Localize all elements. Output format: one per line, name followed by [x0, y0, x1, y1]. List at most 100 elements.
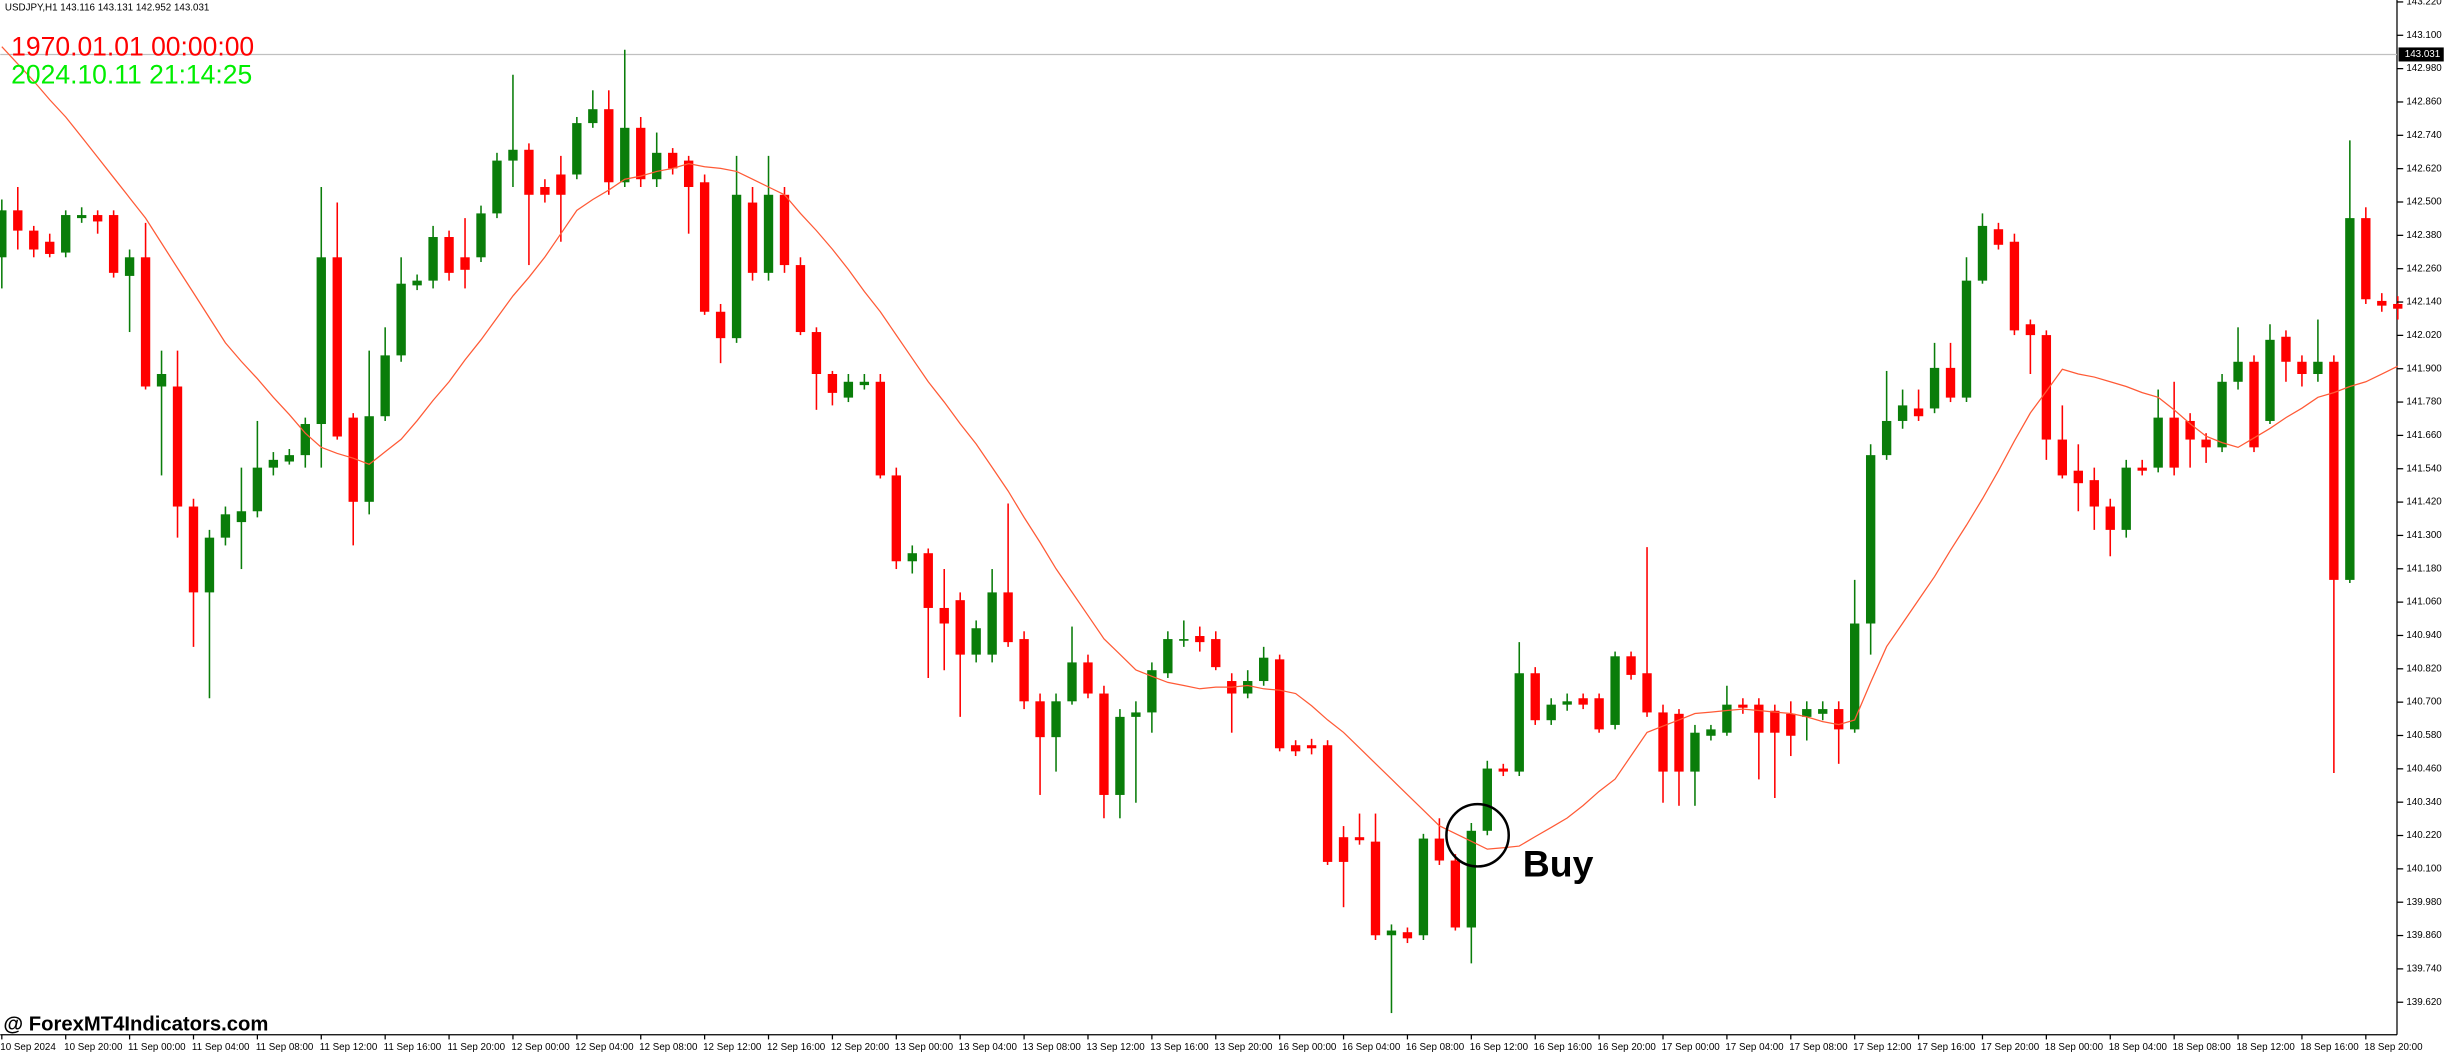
- y-tick-label: 140.820: [2406, 663, 2442, 674]
- candle-body: [2217, 381, 2227, 448]
- candle-body: [731, 194, 742, 339]
- y-tick-label: 140.100: [2406, 863, 2442, 874]
- y-tick-label: 142.260: [2406, 263, 2442, 274]
- x-tick-label: 11 Sep 16:00: [384, 1042, 442, 1053]
- candle-body: [45, 241, 55, 254]
- candle-body: [300, 424, 310, 456]
- candle-body: [236, 511, 247, 523]
- candle-body: [13, 210, 23, 231]
- candle-body: [1179, 639, 1189, 641]
- y-tick-label: 140.940: [2406, 630, 2442, 641]
- candle-body: [1626, 656, 1636, 675]
- candle-body: [188, 506, 199, 593]
- x-tick-label: 12 Sep 16:00: [767, 1042, 826, 1053]
- candle-body: [604, 109, 614, 183]
- y-tick-label: 141.660: [2406, 430, 2442, 441]
- candle-body: [396, 283, 406, 356]
- candle-body: [827, 373, 838, 393]
- x-tick-label: 17 Sep 16:00: [1917, 1042, 1976, 1053]
- candle-body: [1306, 745, 1317, 749]
- y-tick-label: 142.980: [2406, 63, 2442, 74]
- plot: [0, 46, 2403, 1014]
- candle-body: [1945, 367, 1956, 398]
- y-tick-label: 141.300: [2406, 530, 2442, 541]
- candle-body: [1770, 710, 1780, 733]
- candle-body: [811, 332, 822, 374]
- candle-body: [348, 417, 358, 502]
- candle-body: [1578, 698, 1588, 705]
- server-time: 1970.01.01 00:00:00: [11, 31, 254, 61]
- candle-body: [524, 149, 534, 195]
- candle-body: [1722, 704, 1732, 733]
- x-tick-label: 18 Sep 08:00: [2173, 1042, 2232, 1053]
- candle-body: [252, 467, 263, 512]
- candle-body: [1786, 713, 1796, 736]
- candle-body: [1019, 639, 1029, 702]
- x-tick-label: 11 Sep 20:00: [448, 1042, 506, 1053]
- x-tick-label: 10 Sep 2024: [0, 1042, 56, 1053]
- candle-body: [1259, 657, 1269, 682]
- candle-body: [124, 257, 135, 276]
- y-tick-label: 140.220: [2406, 830, 2442, 841]
- y-tick-label: 142.740: [2406, 130, 2442, 141]
- y-tick-label: 143.220: [2406, 0, 2442, 8]
- y-tick-label: 139.620: [2406, 997, 2442, 1008]
- candle-body: [2233, 361, 2243, 382]
- candle-body: [1658, 712, 1668, 772]
- x-tick-label: 18 Sep 12:00: [2236, 1042, 2295, 1053]
- candle-body: [1338, 837, 1349, 862]
- candle-body: [380, 355, 390, 417]
- x-tick-label: 16 Sep 16:00: [1534, 1042, 1593, 1053]
- candle-body: [2361, 218, 2371, 300]
- candle-body: [683, 160, 694, 187]
- x-tick-label: 17 Sep 08:00: [1789, 1042, 1848, 1053]
- y-tick-label: 141.060: [2406, 597, 2442, 608]
- candle-body: [2313, 361, 2323, 374]
- candle-body: [1243, 681, 1253, 694]
- candle-body: [268, 459, 279, 468]
- candle-body: [2105, 506, 2115, 530]
- candle-body: [108, 215, 119, 273]
- candle-body: [1147, 670, 1157, 713]
- candle-body: [763, 194, 774, 273]
- candle-body: [923, 553, 933, 608]
- y-tick-label: 140.580: [2406, 730, 2442, 741]
- candle-body: [61, 215, 71, 253]
- candle-body: [747, 202, 758, 273]
- candle-body: [1929, 367, 1940, 409]
- candle-body: [1674, 713, 1684, 772]
- candle-body: [859, 381, 870, 386]
- candle-body: [428, 237, 438, 281]
- candle-body: [1642, 673, 1652, 713]
- candle-body: [843, 381, 854, 398]
- candle-body: [2041, 335, 2052, 440]
- candle-body: [1322, 745, 1333, 862]
- candle-body: [1530, 673, 1540, 721]
- y-tick-label: 142.860: [2406, 97, 2442, 108]
- candle-body: [156, 373, 167, 387]
- candle-body: [1514, 673, 1524, 772]
- x-tick-label: 11 Sep 04:00: [192, 1042, 250, 1053]
- y-tick-label: 142.020: [2406, 330, 2442, 341]
- x-tick-label: 16 Sep 04:00: [1342, 1042, 1401, 1053]
- candle-body: [1083, 662, 1093, 694]
- candle-body: [1754, 704, 1764, 733]
- y-tick-label: 142.500: [2406, 197, 2442, 208]
- x-tick-label: 13 Sep 00:00: [895, 1042, 954, 1053]
- candle-body: [588, 109, 598, 124]
- candle-body: [316, 257, 326, 425]
- current-price-box: [2398, 47, 2444, 62]
- candle-body: [1035, 701, 1045, 738]
- candle-body: [652, 152, 662, 180]
- candle-body: [364, 416, 374, 502]
- x-tick-label: 16 Sep 12:00: [1470, 1042, 1529, 1053]
- x-tick-label: 12 Sep 08:00: [639, 1042, 698, 1053]
- candle-body: [971, 628, 981, 655]
- candle-body: [1690, 732, 1700, 772]
- candle-body: [955, 600, 965, 655]
- candle-body: [1211, 639, 1221, 668]
- candle-body: [1434, 838, 1445, 861]
- candle-body: [1163, 639, 1173, 674]
- local-time: 2024.10.11 21:14:25: [11, 59, 252, 89]
